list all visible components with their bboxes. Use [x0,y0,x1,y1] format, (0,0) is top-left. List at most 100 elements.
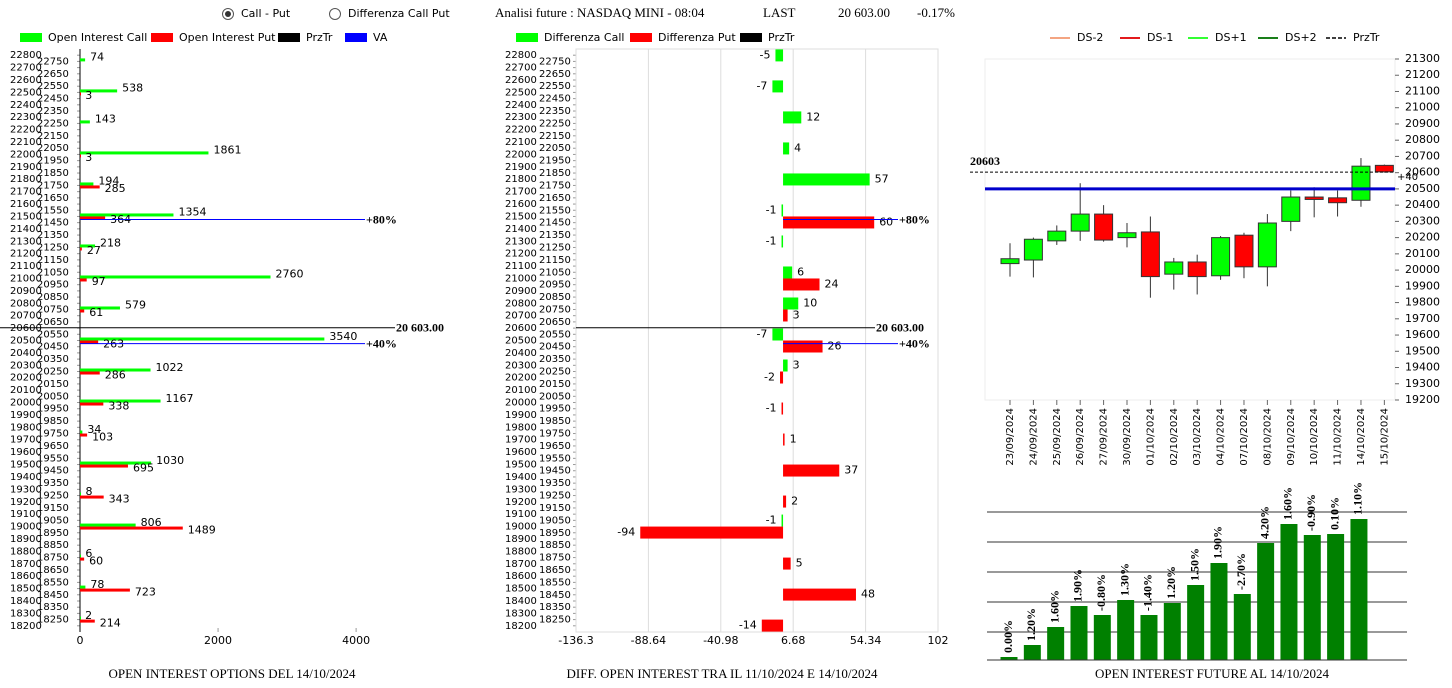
y-tick-label: 22200 [10,125,42,136]
bar-label: 579 [125,299,146,312]
bar-label: -1 [766,234,777,247]
x-tick-label: 11/10/2024 [1333,408,1344,466]
x-tick-label: 10/10/2024 [1309,408,1320,466]
bar [783,464,840,477]
bar [783,216,875,229]
bar [80,430,83,434]
bar-label: 218 [100,237,121,250]
bar-label: 61 [89,306,103,319]
y-tick-label: 20250 [37,367,69,378]
bar [1280,524,1298,660]
bar [640,526,784,539]
x-tick-label: 07/10/2024 [1239,408,1250,466]
y-tick-label: 21650 [37,193,69,204]
y-tick-label: 20750 [539,304,571,315]
bar-label: 48 [861,588,875,601]
y-tick-label: 21200 [1405,68,1440,81]
y-tick-label: 19700 [505,435,537,446]
y-tick-label: 21600 [10,199,42,210]
bar-annotation: 1.50% [1187,548,1201,581]
candle-body [1047,230,1067,242]
y-tick-label: 19600 [505,447,537,458]
y-tick-label: 20750 [37,304,69,315]
y-tick-label: 20000 [505,398,537,409]
bar-label: 97 [92,275,106,288]
y-tick-label: 21150 [37,255,69,266]
bar-label: 3 [85,89,92,102]
y-tick-label: 22650 [539,69,571,80]
y-tick-label: 22250 [539,118,571,129]
radio-label[interactable]: Differenza Call Put [348,7,450,20]
bar-annotation: -2.70% [1234,553,1248,590]
y-tick-label: 20400 [10,348,42,359]
y-tick-label: 19600 [1405,328,1440,341]
legend-label: Differenza Put [658,31,736,44]
y-tick-label: 18250 [37,615,69,626]
candle-body [1164,261,1184,275]
x-tick-label: 15/10/2024 [1379,408,1390,466]
radio-label[interactable]: Call - Put [241,7,291,20]
bar [80,337,325,341]
bar [1257,543,1275,660]
bar-label: 4 [794,141,801,154]
bar-label: 37 [844,464,858,477]
candle-body [1257,222,1277,268]
y-tick-label: 21100 [505,261,537,272]
y-tick-label: 18400 [505,596,537,607]
bar [783,588,856,601]
bar-label: 6 [797,265,804,278]
bar [1233,594,1251,660]
bar-label: 338 [108,399,129,412]
y-tick-label: 21400 [10,224,42,235]
y-tick-label: 21500 [10,211,42,222]
candle-body [1304,196,1324,200]
x-tick-label: 4000 [342,634,370,647]
bar-label: 286 [105,368,126,381]
y-tick-label: 19800 [1405,296,1440,309]
bar-label: 3 [793,308,800,321]
candle-body [1094,213,1114,241]
legend-label: DS-1 [1147,31,1173,44]
radio-button[interactable] [329,8,341,20]
y-tick-label: 21950 [539,156,571,167]
candle-body [1351,165,1371,201]
y-tick-label: 20700 [505,311,537,322]
y-tick-label: 19350 [539,478,571,489]
y-tick-label: 19750 [539,429,571,440]
y-tick-label: 19300 [505,484,537,495]
y-tick-label: 22350 [37,106,69,117]
x-tick-label: 54.34 [850,634,882,647]
y-tick-label: 18700 [10,559,42,570]
y-tick-label: 21700 [10,187,42,198]
y-tick-label: 21750 [539,180,571,191]
bar [80,306,120,310]
y-tick-label: 22500 [10,87,42,98]
last-label: LAST [763,5,796,20]
y-tick-label: 19650 [37,441,69,452]
bar [1327,534,1345,660]
bar [783,111,802,124]
bar [80,588,130,592]
bar [80,368,151,372]
bar [80,92,81,96]
y-tick-label: 20650 [37,317,69,328]
bar-label: 34 [87,423,101,436]
y-tick-label: 22150 [539,131,571,142]
bar-label: 2 [791,495,798,508]
y-tick-label: 22350 [539,106,571,117]
y-tick-label: 21650 [539,193,571,204]
bar-label: -7 [756,79,767,92]
y-tick-label: 19900 [1405,279,1440,292]
y-tick-label: 18550 [539,577,571,588]
candle-body [1070,213,1090,232]
candle-body [1374,164,1394,173]
candle-body [1211,237,1231,277]
y-tick-label: 19800 [505,422,537,433]
y-tick-label: 22000 [10,149,42,160]
bar [1000,657,1018,660]
y-tick-label: 20500 [10,336,42,347]
bar [80,554,81,558]
bar-label: 723 [135,585,156,598]
x-tick-label: 02/10/2024 [1169,408,1180,466]
bar-label: 214 [100,616,121,629]
